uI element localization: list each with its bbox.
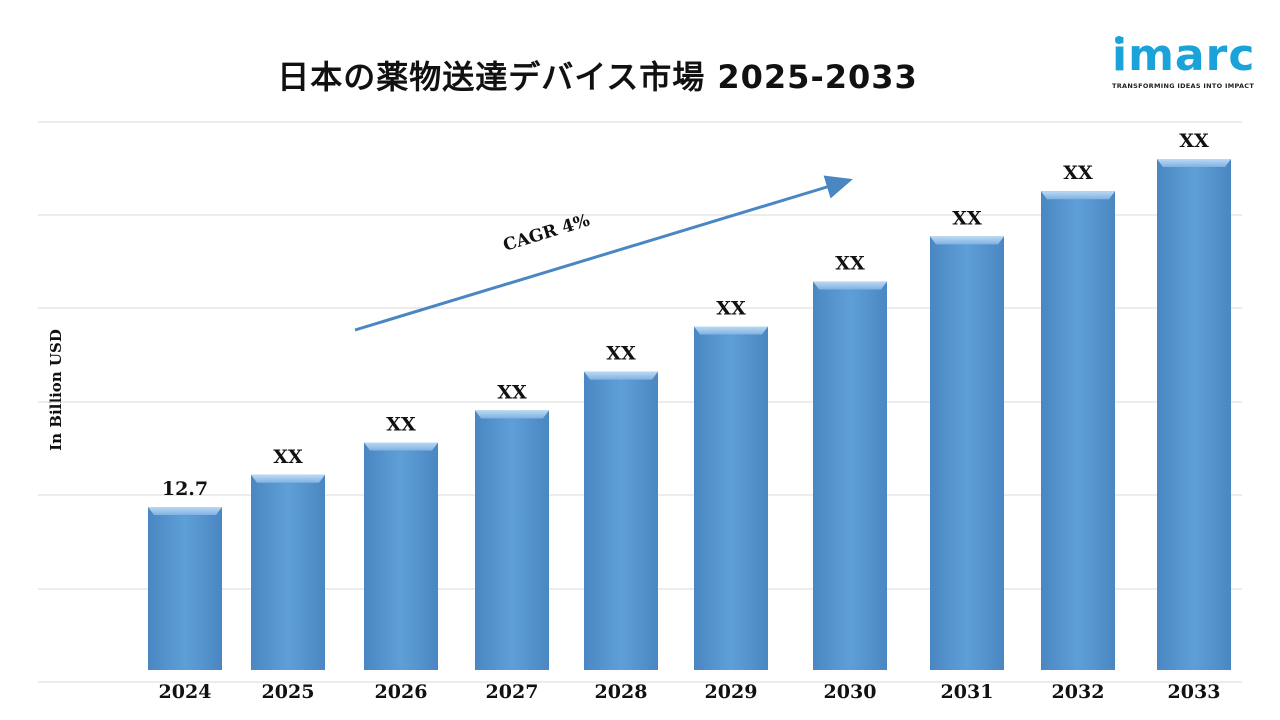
logo-word: imarc	[1112, 34, 1262, 78]
bar-cap-2028	[584, 371, 658, 380]
bar-2025	[251, 474, 325, 670]
data-label-2025: XX	[273, 446, 303, 468]
bar-cap-2029	[694, 326, 768, 335]
chart-title: 日本の薬物送達デバイス市場 2025-2033	[277, 58, 918, 96]
bar-2027	[475, 410, 549, 670]
logo-text: imarc	[1112, 30, 1256, 81]
logo-tagline: TRANSFORMING IDEAS INTO IMPACT	[1112, 82, 1255, 90]
data-label-2027: XX	[497, 381, 527, 403]
bar-2030	[813, 281, 887, 670]
x-tick-2032: 2032	[1052, 681, 1105, 703]
data-label-2031: XX	[952, 207, 982, 229]
bar-2028	[584, 371, 658, 670]
bars	[148, 159, 1231, 671]
bar-cap-2024	[148, 507, 222, 515]
data-label-2028: XX	[606, 343, 636, 365]
x-tick-2027: 2027	[486, 681, 539, 703]
x-tick-2024: 2024	[159, 681, 212, 703]
bar-cap-2027	[475, 410, 549, 419]
bar-2031	[930, 236, 1004, 671]
data-labels: 12.7 XX XX XX XX XX XX XX XX XX	[162, 130, 1209, 500]
data-label-2033: XX	[1179, 130, 1209, 152]
x-tick-2026: 2026	[375, 681, 428, 703]
x-tick-2025: 2025	[262, 681, 315, 703]
data-label-2032: XX	[1063, 162, 1093, 184]
cagr-arrow	[354, 175, 853, 332]
bar-cap-2030	[813, 281, 887, 290]
x-tick-2033: 2033	[1168, 681, 1221, 703]
bar-2032	[1041, 191, 1115, 670]
logo-dot	[1115, 36, 1123, 44]
bar-2029	[694, 326, 768, 670]
x-tick-2031: 2031	[941, 681, 994, 703]
x-tick-labels: 2024 2025 2026 2027 2028 2029 2030 2031 2032 2033	[159, 681, 1221, 703]
bar-2033	[1157, 159, 1231, 670]
bar-cap-2025	[251, 474, 325, 483]
data-label-2030: XX	[835, 252, 865, 274]
data-label-2029: XX	[716, 298, 746, 320]
bar-2026	[364, 442, 438, 670]
imarc-logo: imarc TRANSFORMING IDEAS INTO IMPACT	[1112, 34, 1262, 91]
bar-cap-2033	[1157, 159, 1231, 167]
bar-cap-2031	[930, 236, 1004, 245]
data-label-2024: 12.7	[162, 478, 208, 500]
x-tick-2030: 2030	[824, 681, 877, 703]
bar-cap-2026	[364, 442, 438, 451]
x-tick-2028: 2028	[595, 681, 648, 703]
x-tick-2029: 2029	[705, 681, 758, 703]
data-label-2026: XX	[386, 414, 416, 436]
cagr-annotation: CAGR 4%	[501, 211, 592, 256]
bar-cap-2032	[1041, 191, 1115, 200]
bar-2024	[148, 507, 222, 670]
